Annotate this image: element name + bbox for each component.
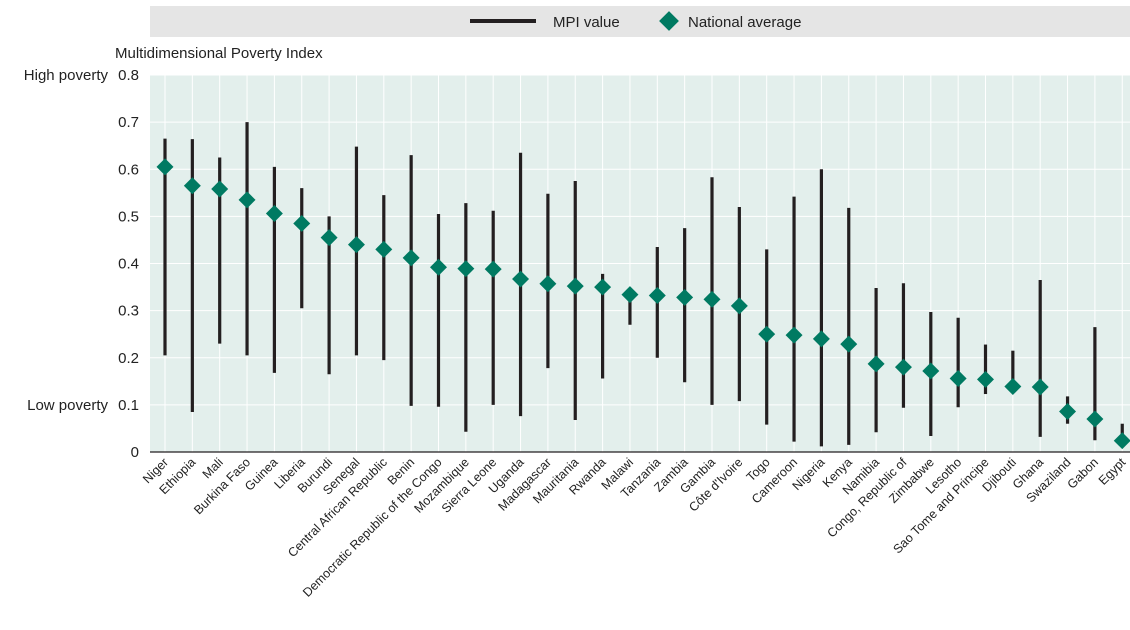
national-average-marker [812,330,830,348]
y-annotation-label: High poverty [24,67,109,84]
legend-national-average-label: National average [688,14,801,31]
national-average-marker [293,214,311,232]
national-average-marker [183,177,201,195]
national-average-marker [867,355,885,373]
national-average-marker [430,258,447,276]
y-annotation-label: Low poverty [27,397,108,414]
y-axis-title: Multidimensional Poverty Index [115,45,323,62]
national-average-marker [621,286,639,304]
national-average-marker [676,288,694,306]
national-average-marker [375,240,393,258]
x-category-label: Egypt [1096,455,1129,488]
y-tick-label: 0.3 [118,303,139,320]
national-average-marker [1004,378,1022,395]
y-tick-label: 0.1 [118,397,139,414]
national-average-marker [265,205,283,223]
national-average-marker [347,236,365,254]
legend-mpi-value-label: MPI value [553,14,620,31]
national-average-marker [457,260,475,278]
national-average-marker [402,249,420,267]
national-average-marker [320,229,338,247]
national-average-marker [566,277,584,295]
y-tick-label: 0.7 [118,114,139,131]
national-average-marker [211,180,229,198]
y-tick-label: 0.6 [118,161,139,178]
y-tick-label: 0 [131,444,139,461]
y-tick-label: 0.8 [118,67,139,84]
national-average-marker [949,369,967,387]
national-average-marker [703,290,721,308]
national-average-marker [840,335,858,353]
legend: MPI value National average [150,6,1130,37]
national-average-marker [648,287,666,305]
national-average-marker [484,260,502,278]
grid [150,74,1130,453]
y-tick-label: 0.5 [118,208,139,225]
national-average-marker [238,191,256,209]
national-average-marker [512,270,530,288]
national-average-marker [894,358,912,376]
national-average-marker [539,275,557,293]
y-tick-label: 0.2 [118,350,139,367]
national-average-marker [977,370,994,388]
y-tick-label: 0.4 [118,256,139,273]
national-average-marker [730,297,748,315]
national-average-marker [156,158,174,176]
national-average-marker [758,325,776,343]
legend-background [150,6,1130,37]
x-category-label: Gabon [1065,455,1101,491]
y-axis: 0 0.1 Low poverty 0.2 0.3 0.4 0.5 0.6 0.7 0.8 High… [24,67,139,461]
national-average-marker [785,326,803,344]
national-average-marker [594,278,612,296]
national-average-marker [922,362,940,380]
